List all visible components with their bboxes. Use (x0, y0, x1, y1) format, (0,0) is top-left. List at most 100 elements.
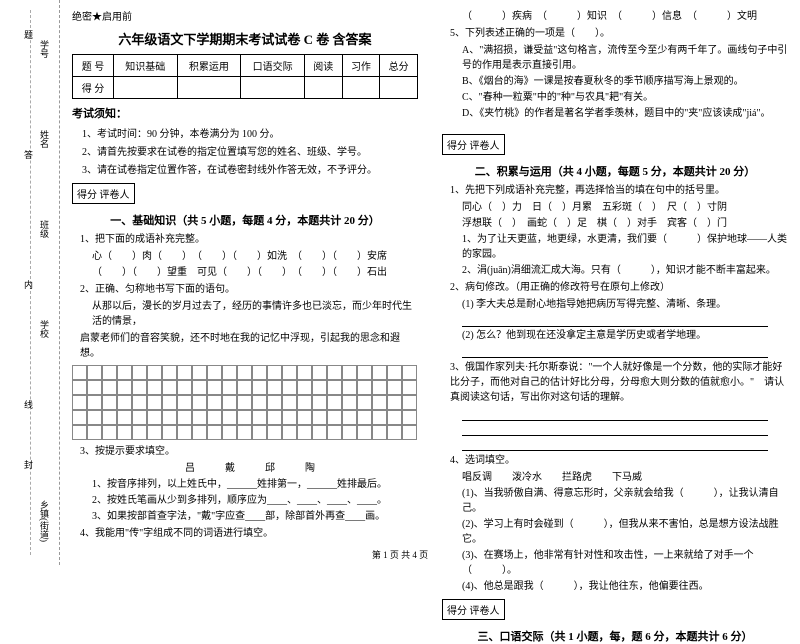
grid-cell[interactable] (372, 365, 387, 380)
grid-cell[interactable] (237, 395, 252, 410)
grid-cell[interactable] (207, 380, 222, 395)
answer-line[interactable] (462, 344, 768, 358)
grid-cell[interactable] (117, 365, 132, 380)
grid-cell[interactable] (72, 380, 87, 395)
grid-cell[interactable] (192, 380, 207, 395)
grid-cell[interactable] (177, 380, 192, 395)
grid-cell[interactable] (297, 395, 312, 410)
grid-cell[interactable] (312, 395, 327, 410)
grid-cell[interactable] (252, 395, 267, 410)
grid-cell[interactable] (357, 380, 372, 395)
grid-cell[interactable] (282, 410, 297, 425)
grid-cell[interactable] (387, 380, 402, 395)
grid-cell[interactable] (267, 365, 282, 380)
grid-cell[interactable] (87, 410, 102, 425)
grid-cell[interactable] (252, 380, 267, 395)
grid-cell[interactable] (372, 395, 387, 410)
grid-cell[interactable] (222, 380, 237, 395)
grid-cell[interactable] (372, 425, 387, 440)
grid-cell[interactable] (117, 410, 132, 425)
grid-cell[interactable] (147, 425, 162, 440)
grid-cell[interactable] (162, 395, 177, 410)
grid-cell[interactable] (222, 395, 237, 410)
grid-cell[interactable] (192, 425, 207, 440)
grid-cell[interactable] (72, 425, 87, 440)
grid-cell[interactable] (267, 410, 282, 425)
grid-cell[interactable] (102, 395, 117, 410)
grid-cell[interactable] (342, 380, 357, 395)
writing-grid[interactable] (72, 365, 418, 440)
grid-cell[interactable] (327, 380, 342, 395)
grid-cell[interactable] (222, 365, 237, 380)
grid-cell[interactable] (252, 410, 267, 425)
score-cell[interactable] (177, 77, 241, 99)
grid-cell[interactable] (402, 425, 417, 440)
grid-cell[interactable] (102, 425, 117, 440)
grid-cell[interactable] (237, 365, 252, 380)
grid-cell[interactable] (132, 380, 147, 395)
grid-cell[interactable] (207, 425, 222, 440)
grid-cell[interactable] (327, 425, 342, 440)
grid-cell[interactable] (132, 365, 147, 380)
score-cell[interactable] (342, 77, 380, 99)
grid-cell[interactable] (342, 395, 357, 410)
score-cell[interactable] (380, 77, 418, 99)
grid-cell[interactable] (87, 425, 102, 440)
grid-cell[interactable] (312, 365, 327, 380)
grid-cell[interactable] (327, 365, 342, 380)
grid-cell[interactable] (207, 395, 222, 410)
grid-cell[interactable] (387, 410, 402, 425)
grid-cell[interactable] (387, 365, 402, 380)
grid-cell[interactable] (267, 395, 282, 410)
grid-cell[interactable] (72, 395, 87, 410)
score-cell[interactable] (241, 77, 305, 99)
grid-cell[interactable] (162, 380, 177, 395)
grid-cell[interactable] (237, 410, 252, 425)
grid-cell[interactable] (252, 365, 267, 380)
grid-cell[interactable] (357, 365, 372, 380)
grid-cell[interactable] (402, 410, 417, 425)
grid-cell[interactable] (162, 425, 177, 440)
grid-cell[interactable] (402, 365, 417, 380)
grid-cell[interactable] (297, 425, 312, 440)
grid-cell[interactable] (372, 410, 387, 425)
grid-cell[interactable] (207, 410, 222, 425)
grid-cell[interactable] (117, 395, 132, 410)
grid-cell[interactable] (357, 395, 372, 410)
answer-line[interactable] (462, 313, 768, 327)
grid-cell[interactable] (147, 410, 162, 425)
grid-cell[interactable] (192, 365, 207, 380)
answer-line[interactable] (462, 422, 768, 436)
grid-cell[interactable] (267, 425, 282, 440)
grid-cell[interactable] (162, 365, 177, 380)
grid-cell[interactable] (132, 395, 147, 410)
grid-cell[interactable] (87, 365, 102, 380)
grid-cell[interactable] (102, 410, 117, 425)
grid-cell[interactable] (102, 365, 117, 380)
grid-cell[interactable] (192, 395, 207, 410)
grid-cell[interactable] (282, 425, 297, 440)
grid-cell[interactable] (87, 395, 102, 410)
grid-cell[interactable] (252, 425, 267, 440)
grid-cell[interactable] (312, 380, 327, 395)
grid-cell[interactable] (342, 425, 357, 440)
grid-cell[interactable] (267, 380, 282, 395)
grid-cell[interactable] (117, 380, 132, 395)
grid-cell[interactable] (72, 410, 87, 425)
grid-cell[interactable] (222, 410, 237, 425)
grid-cell[interactable] (342, 410, 357, 425)
grid-cell[interactable] (147, 380, 162, 395)
grid-cell[interactable] (222, 425, 237, 440)
score-cell[interactable] (304, 77, 342, 99)
grid-cell[interactable] (237, 380, 252, 395)
grid-cell[interactable] (282, 380, 297, 395)
grid-cell[interactable] (357, 410, 372, 425)
grid-cell[interactable] (117, 425, 132, 440)
grid-cell[interactable] (207, 365, 222, 380)
grid-cell[interactable] (297, 410, 312, 425)
grid-cell[interactable] (87, 380, 102, 395)
grid-cell[interactable] (312, 410, 327, 425)
grid-cell[interactable] (387, 425, 402, 440)
grid-cell[interactable] (327, 410, 342, 425)
grid-cell[interactable] (327, 395, 342, 410)
